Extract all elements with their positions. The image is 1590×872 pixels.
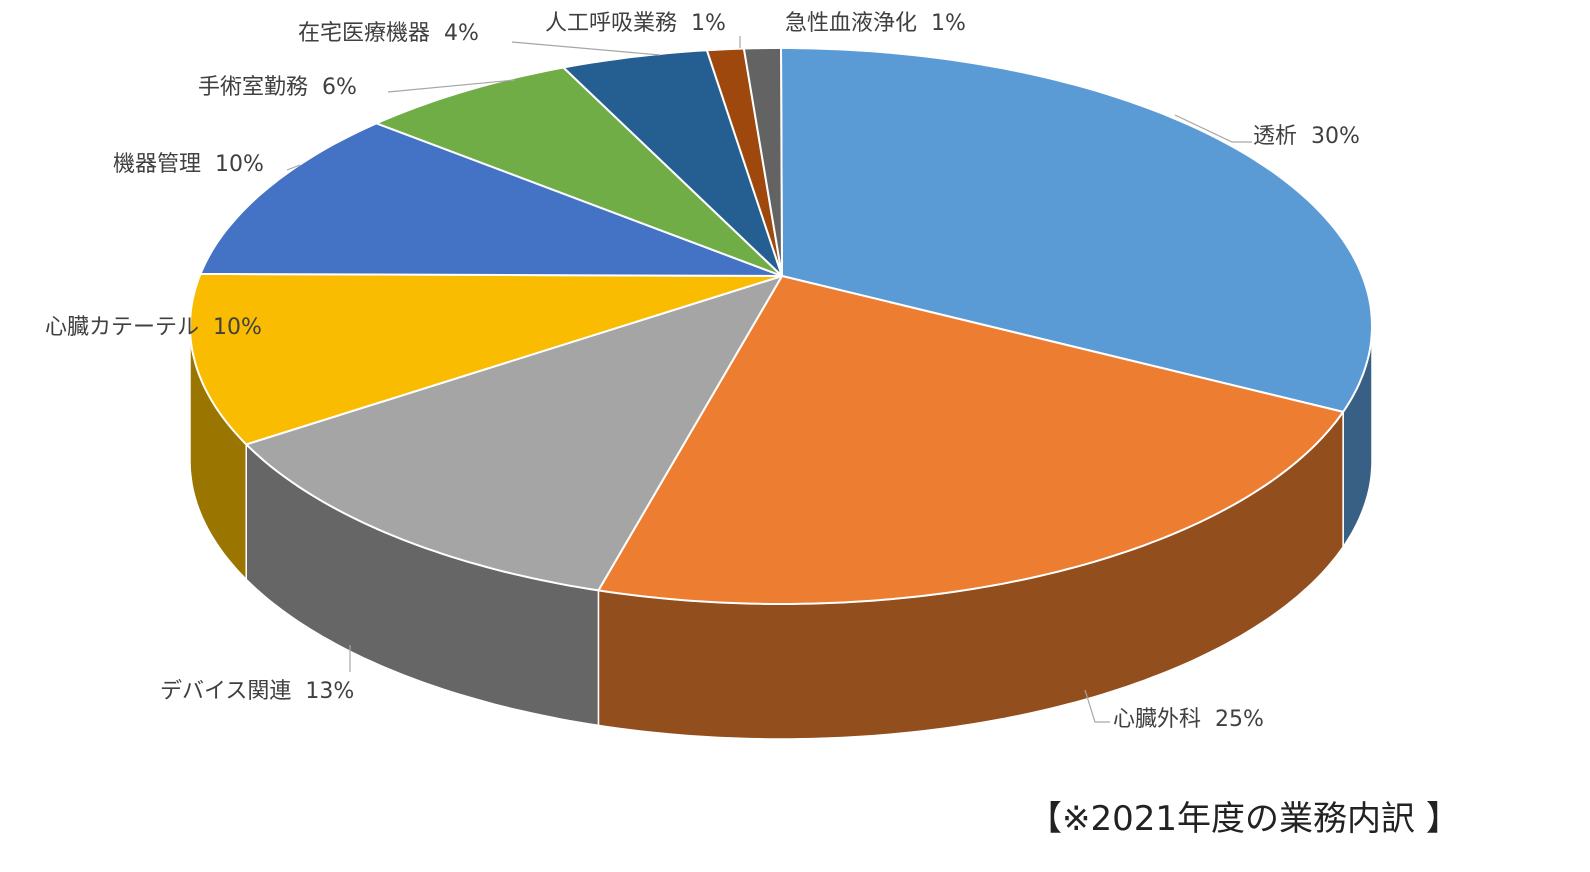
slice	[375, 66, 783, 277]
category-label: デバイス関連	[160, 679, 291, 704]
caption: 【※2021年度の業務内訳 】	[1028, 799, 1460, 839]
slice-label: デバイス関連 13%	[160, 679, 354, 704]
value-label: 25%	[1215, 707, 1264, 732]
slice-label: 機器管理 10%	[113, 152, 264, 177]
category-label: 透析	[1253, 124, 1297, 149]
slice	[245, 275, 783, 592]
category-label: 急性血液浄化	[785, 11, 917, 36]
value-label: 1%	[931, 11, 966, 36]
slice-label: 在宅医療機器 4%	[298, 21, 479, 46]
category-label: 心臓カテーテル	[45, 315, 199, 340]
category-label: 人工呼吸業務	[545, 11, 677, 36]
slice-label: 透析 30%	[1253, 124, 1360, 149]
slice-label: 急性血液浄化 1%	[785, 11, 966, 36]
slice-label: 心臓外科 25%	[1113, 707, 1264, 732]
labels: 透析 30% 心臓外科 25% デバイス関連 13% 心臓カテーテル 10% 機器管理 10% 手術…	[45, 11, 1360, 732]
value-label: 4%	[444, 21, 479, 46]
slice	[780, 47, 1373, 413]
value-label: 10%	[213, 315, 262, 340]
category-label: 在宅医療機器	[298, 21, 430, 46]
category-label: 心臓外科	[1113, 707, 1201, 732]
slice-label: 心臓カテーテル 10%	[45, 315, 262, 340]
leader-line	[286, 164, 301, 171]
leader-line	[1174, 114, 1252, 143]
value-label: 30%	[1311, 124, 1360, 149]
slice	[189, 272, 783, 446]
value-label: 6%	[322, 75, 357, 100]
leader-line	[1084, 689, 1110, 723]
slice-label: 手術室勤務 6%	[198, 75, 357, 100]
value-label: 10%	[215, 152, 264, 177]
value-label: 1%	[691, 11, 726, 36]
category-label: 手術室勤務	[198, 75, 308, 100]
slice	[597, 275, 1345, 605]
value-label: 13%	[305, 679, 354, 704]
slice	[199, 122, 783, 277]
leader-line	[387, 79, 516, 93]
category-label: 機器管理	[113, 152, 201, 177]
slice	[562, 49, 783, 277]
slice-label: 人工呼吸業務 1%	[545, 11, 726, 36]
leader-line	[511, 41, 661, 56]
slice	[742, 47, 783, 277]
leader-lines	[286, 36, 1252, 723]
pie-tops	[189, 47, 1373, 605]
